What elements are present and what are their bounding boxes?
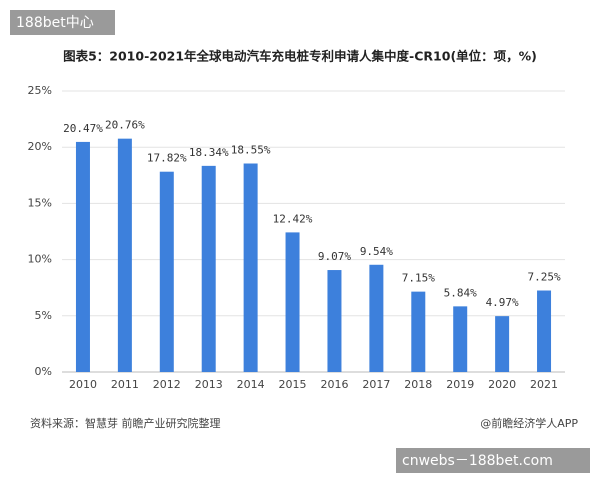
y-tick-label: 0% (35, 365, 52, 378)
value-label: 9.07% (318, 250, 351, 263)
overlay-text: cnwebs－188bet.com (402, 453, 553, 469)
value-label: 20.76% (105, 119, 145, 132)
bar (75, 141, 90, 372)
value-label: 12.42% (273, 212, 313, 225)
bar (159, 171, 174, 372)
value-label: 7.25% (527, 271, 560, 284)
bar (243, 163, 258, 372)
x-tick-label: 2016 (320, 378, 348, 391)
overlay-box (396, 448, 590, 473)
overlay-text: 188bet中心 (16, 15, 94, 31)
bar (285, 232, 300, 372)
y-tick-label: 15% (28, 196, 52, 209)
bar (117, 138, 132, 372)
value-label: 17.82% (147, 152, 187, 165)
overlay-box (10, 10, 115, 35)
bar (411, 291, 426, 372)
value-label: 9.54% (360, 245, 393, 258)
x-tick-label: 2013 (195, 378, 223, 391)
x-tick-label: 2020 (488, 378, 516, 391)
value-label: 7.15% (402, 272, 435, 285)
y-tick-label: 5% (35, 309, 52, 322)
x-tick-label: 2012 (153, 378, 181, 391)
x-tick-label: 2021 (530, 378, 558, 391)
x-tick-label: 2019 (446, 378, 474, 391)
bar (369, 264, 384, 372)
chart-title: 图表5：2010-2021年全球电动汽车充电桩专利申请人集中度-CR10(单位：… (63, 49, 537, 64)
x-tick-label: 2015 (279, 378, 307, 391)
x-tick-label: 2014 (237, 378, 265, 391)
bar (453, 306, 468, 372)
x-tick-label: 2010 (69, 378, 97, 391)
y-tick-label: 10% (28, 253, 52, 266)
value-label: 5.84% (444, 286, 477, 299)
x-tick-label: 2011 (111, 378, 139, 391)
x-tick-label: 2017 (362, 378, 390, 391)
value-label: 18.55% (231, 143, 271, 156)
x-tick-label: 2018 (404, 378, 432, 391)
bar (327, 270, 342, 372)
source-note: 资料来源：智慧芽 前瞻产业研究院整理 (30, 416, 221, 430)
y-tick-label: 25% (28, 84, 52, 97)
value-label: 4.97% (486, 296, 519, 309)
value-label: 18.34% (189, 146, 229, 159)
bar (201, 165, 216, 372)
credit: @前瞻经济学人APP (480, 416, 578, 430)
bar (495, 316, 510, 372)
bar (537, 290, 552, 372)
value-label: 20.47% (63, 122, 103, 135)
y-tick-label: 20% (28, 140, 52, 153)
